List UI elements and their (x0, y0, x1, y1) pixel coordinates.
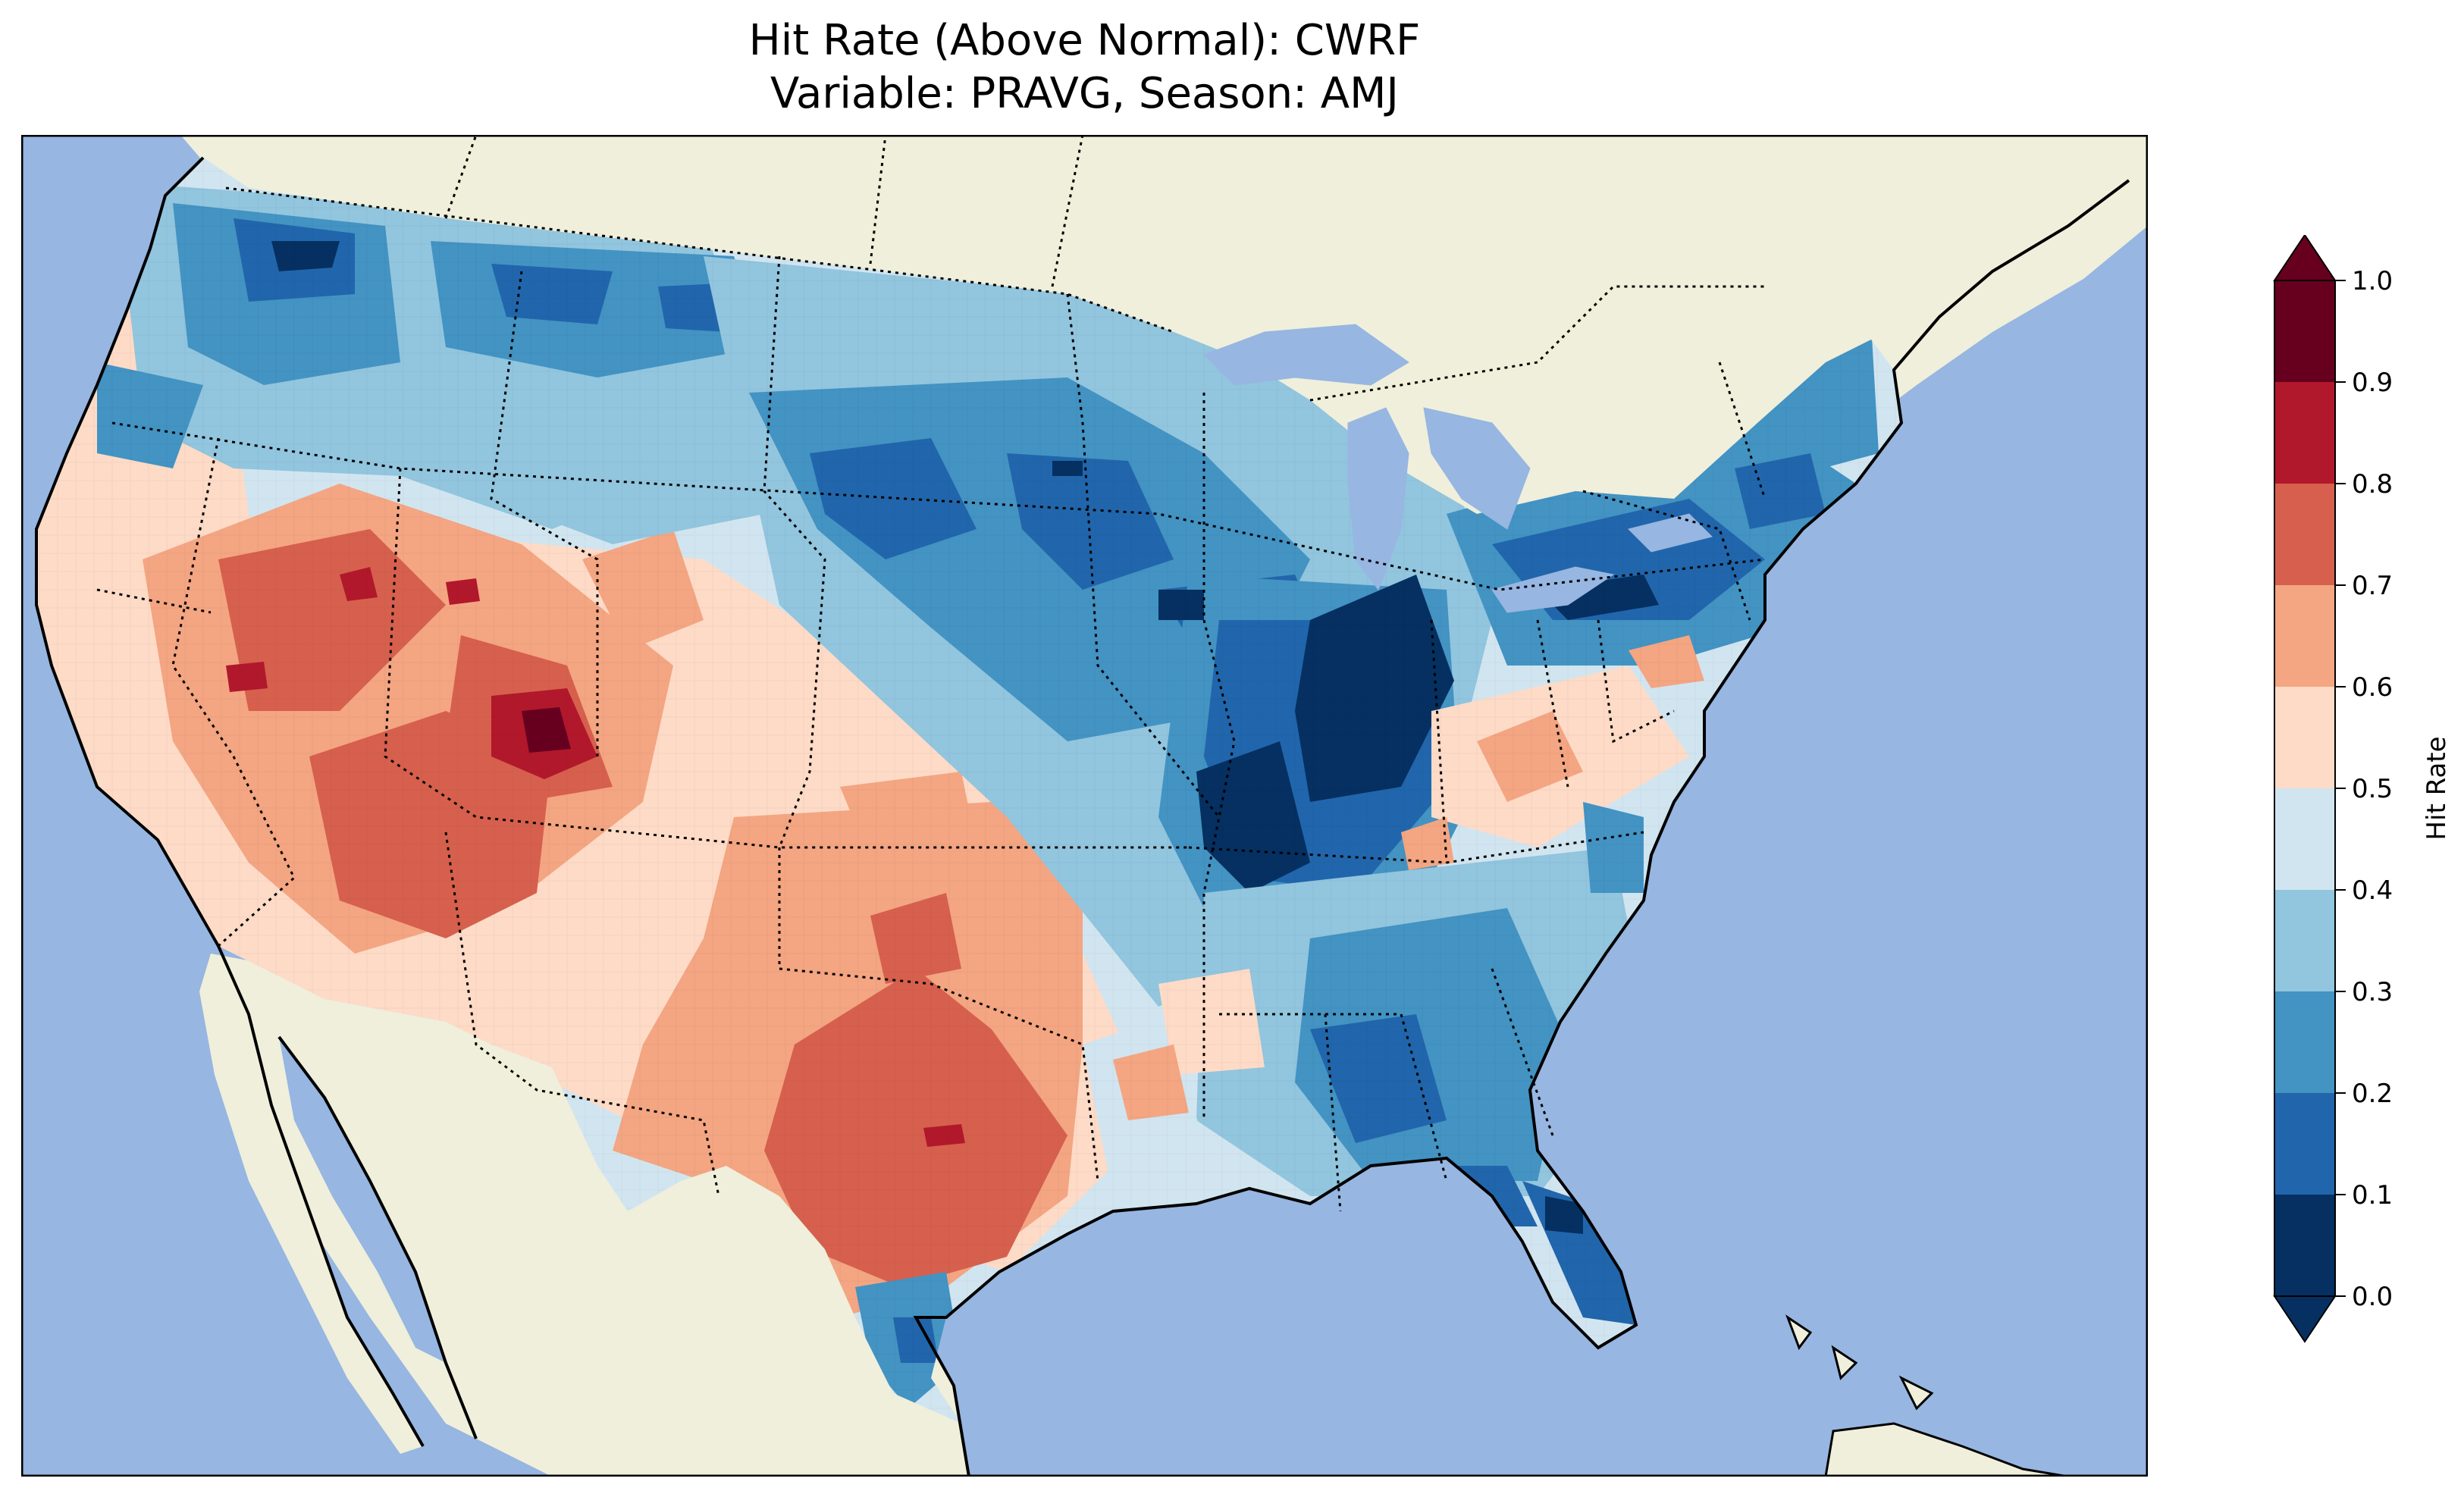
lake-erie (1491, 566, 1615, 613)
colorbar-tick-label: 0.0 (2352, 1282, 2393, 1312)
lake-huron (1423, 407, 1531, 530)
canada-land (180, 135, 2148, 514)
colorbar-segment (2274, 280, 2335, 382)
colorbar-tick-label: 0.1 (2352, 1180, 2393, 1211)
colorbar-segment (2274, 890, 2335, 991)
colorbar-segment (2274, 1195, 2335, 1296)
colorbar-segment (2274, 585, 2335, 687)
map-frame (21, 135, 2148, 1477)
colorbar-segment (2274, 788, 2335, 890)
colorbar-tick-label: 1.0 (2352, 266, 2393, 296)
colorbar-tick-label: 0.8 (2352, 469, 2393, 500)
colorbar-tick-label: 0.4 (2352, 875, 2393, 906)
colorbar-segment (2274, 1093, 2335, 1195)
cuba-island (1824, 1422, 2069, 1477)
baja-peninsula (199, 954, 423, 1454)
colorbar-tick-label: 0.2 (2352, 1079, 2393, 1109)
mexico-land (211, 954, 969, 1477)
bahamas-islands (1785, 1314, 1934, 1411)
colorbar-tick-label: 0.3 (2352, 977, 2393, 1007)
colorbar-tick-label: 0.9 (2352, 368, 2393, 398)
lake-ontario (1628, 513, 1713, 553)
colorbar-tick-label: 0.7 (2352, 571, 2393, 601)
colorbar-tick-label: 0.6 (2352, 672, 2393, 703)
colorbar-segment (2274, 382, 2335, 484)
state-borders (96, 135, 1766, 1212)
hit-rate-map (21, 135, 2148, 1477)
colorbar-segment (2274, 687, 2335, 788)
colorbar: 0.0 0.1 0.2 0.3 0.4 0.5 0.6 0.7 0.8 0.9 1.0 Hit Rat… (2273, 235, 2452, 1343)
colorbar-tick-label: 0.5 (2352, 774, 2393, 804)
great-lakes (1203, 324, 1713, 613)
colorbar-extend-max (2273, 235, 2337, 281)
lake-michigan (1347, 407, 1409, 591)
colorbar-segment (2274, 991, 2335, 1093)
colorbar-extend-min (2273, 1295, 2337, 1343)
colorbar-title: Hit Rate (2422, 736, 2452, 840)
coastlines (35, 156, 2130, 1477)
colorbar-segment (2274, 484, 2335, 585)
map-title-line1: Hit Rate (Above Normal): CWRF (748, 16, 1421, 65)
gulf-of-california (279, 1037, 446, 1363)
lake-superior (1203, 324, 1409, 386)
map-title-line2: Variable: PRAVG, Season: AMJ (770, 69, 1399, 118)
